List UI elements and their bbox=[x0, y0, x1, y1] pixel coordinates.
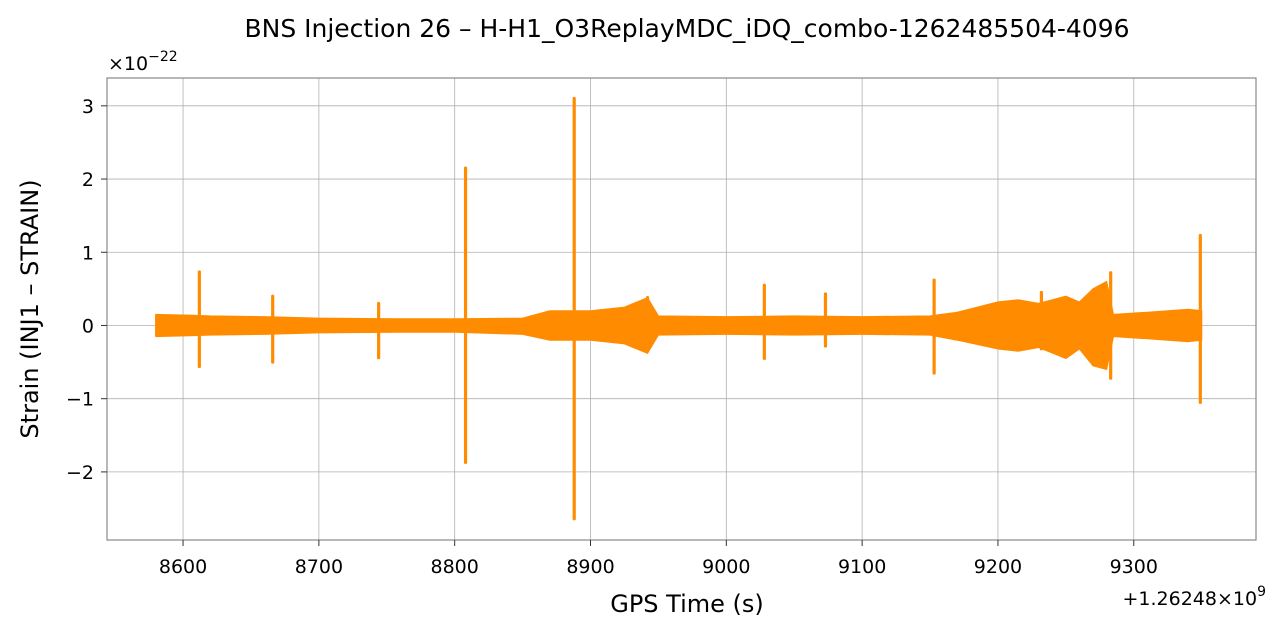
x-tick-label: 9100 bbox=[838, 556, 886, 578]
x-axis-title: GPS Time (s) bbox=[610, 590, 764, 618]
chart-title: BNS Injection 26 – H-H1_O3ReplayMDC_iDQ_… bbox=[244, 14, 1129, 43]
y-tick-label: −1 bbox=[66, 389, 94, 411]
y-scale-exp: −22 bbox=[148, 49, 178, 65]
ticks: 8600 8700 8800 8900 9000 9100 9200 9300 −2 −1 0 1 2 3 bbox=[66, 96, 1158, 578]
x-tick-label: 8700 bbox=[295, 556, 343, 578]
y-axis-title: Strain (INJ1 – STRAIN) bbox=[16, 179, 44, 438]
y-scale-text: ×10 bbox=[108, 53, 148, 75]
y-tick-label: −2 bbox=[66, 462, 94, 484]
x-tick-label: 8900 bbox=[566, 556, 614, 578]
x-tick-label: 9200 bbox=[974, 556, 1022, 578]
series-layer bbox=[155, 96, 1203, 521]
y-scale-multiplier: ×10−22 bbox=[108, 49, 178, 75]
x-offset-base: +1.26248×10 bbox=[1122, 588, 1257, 610]
x-tick-label: 9000 bbox=[702, 556, 750, 578]
x-tick-label: 9300 bbox=[1110, 556, 1158, 578]
x-tick-label: 8800 bbox=[431, 556, 479, 578]
x-offset-exp: 9 bbox=[1257, 584, 1266, 600]
x-tick-label: 8600 bbox=[159, 556, 207, 578]
y-tick-label: 2 bbox=[82, 169, 94, 191]
plot-frame bbox=[106, 77, 1257, 541]
x-offset-text: +1.26248×109 bbox=[1122, 584, 1266, 610]
y-tick-label: 1 bbox=[82, 242, 94, 264]
y-tick-label: 3 bbox=[82, 96, 94, 118]
y-tick-label: 0 bbox=[82, 315, 94, 337]
